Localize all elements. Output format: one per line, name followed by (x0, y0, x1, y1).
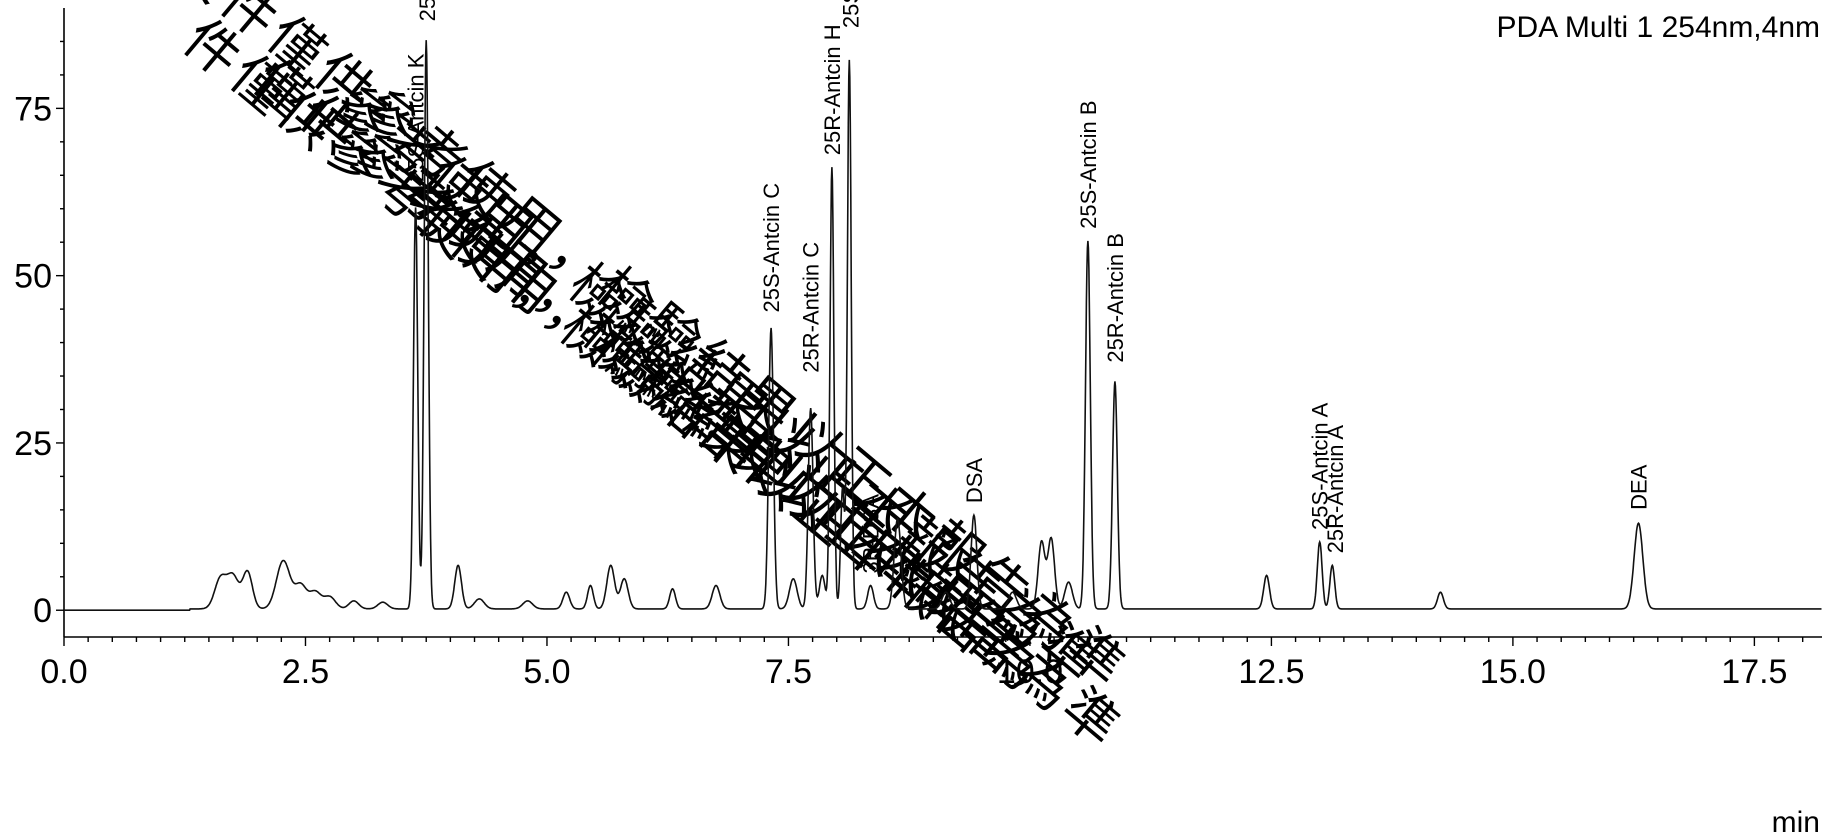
peak-label: 25R-Antcin C (799, 242, 824, 373)
peak-label: 25R-Antcin A (1323, 425, 1348, 554)
peak-label: 25S-Antcin C (759, 183, 784, 313)
x-tick-label: 2.5 (282, 653, 329, 691)
watermark-layer: 文件僅供參考使用，檢驗結果以正本報告為準件僅供參考使用，檢驗結果以正本報告為僅供… (162, 0, 1137, 759)
peak-label: 3B-DSA (859, 494, 884, 574)
peak-label: 25R-Antcin H (820, 24, 845, 155)
x-axis-label: min (1772, 806, 1820, 836)
y-tick-label: 50 (14, 258, 52, 296)
peak-label: 25S-Antcin H (838, 0, 863, 28)
y-tick-label: 0 (33, 592, 52, 630)
peak-label: DSA (962, 458, 987, 504)
x-tick-label: 17.5 (1721, 653, 1787, 691)
x-tick-label: 10.0 (997, 653, 1063, 691)
y-tick-label: 75 (14, 90, 52, 128)
chromatogram-trace (64, 40, 1822, 612)
peak-label: 25S-Antcin A (1308, 402, 1333, 530)
x-tick-label: 15.0 (1480, 653, 1546, 691)
peak-label: 25S-Antcin B (1076, 100, 1101, 228)
y-tick-label: 25 (14, 425, 52, 463)
x-tick-label: 5.0 (523, 653, 570, 691)
peak-label: DEA (1626, 464, 1651, 510)
x-tick-label: 7.5 (765, 653, 812, 691)
chart-title: PDA Multi 1 254nm,4nm (1497, 11, 1820, 44)
x-tick-label: 0.0 (40, 653, 87, 691)
plot-area: 0 25 50 75 0.0 2.5 5.0 7.5 10.0 12.5 15.0 17.5 25S-A… (14, 0, 1822, 691)
peak-label: 25S-Antcin K (404, 53, 429, 182)
peak-label: 25R-Antcin B (1103, 233, 1128, 363)
peak-label: 25R-Antcin K (415, 0, 440, 21)
x-tick-label: 12.5 (1238, 653, 1304, 691)
